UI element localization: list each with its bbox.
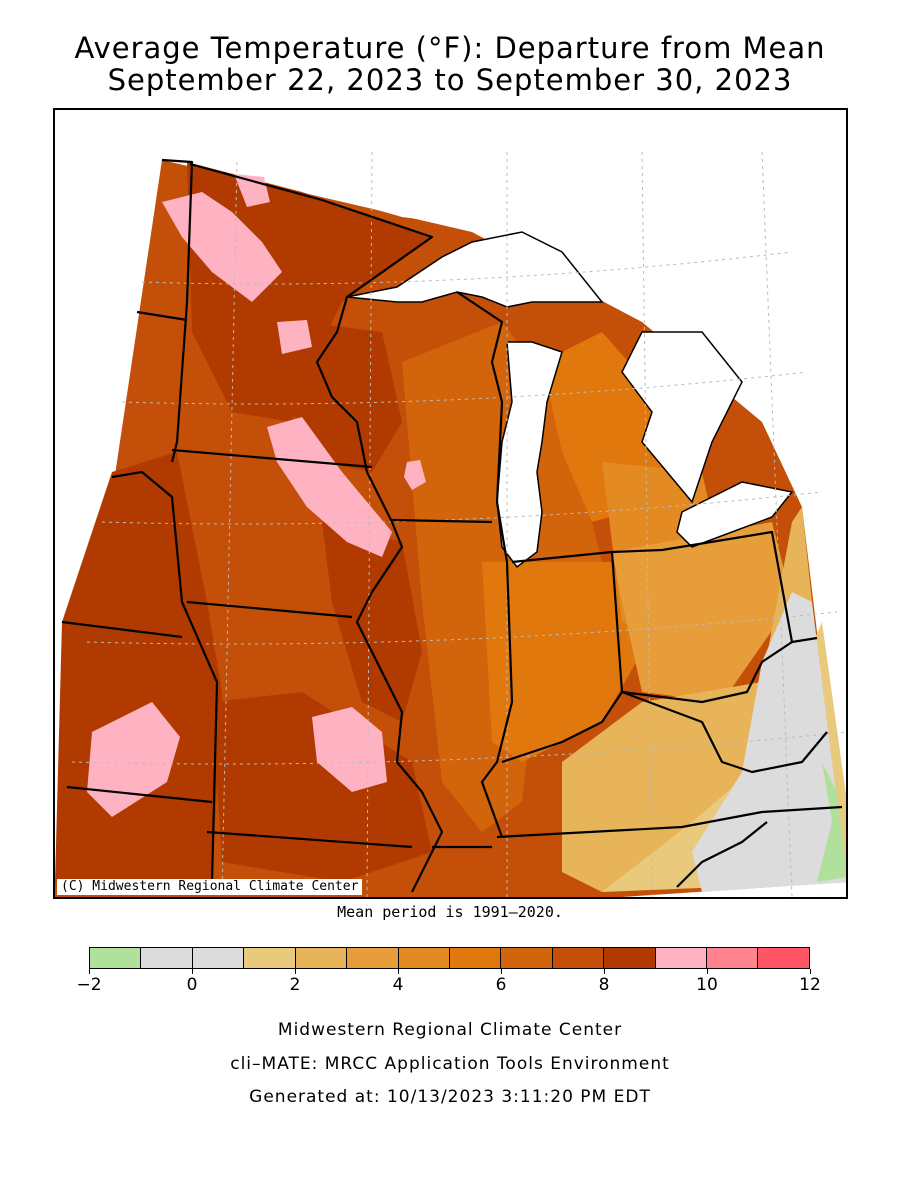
legend-swatch: [449, 948, 502, 968]
legend-swatch: [707, 948, 759, 968]
region-9-10-ia-spot: [404, 460, 426, 490]
legend-tick-mark: [295, 969, 296, 974]
legend-swatch: [552, 948, 605, 968]
legend-swatch: [655, 948, 708, 968]
footer-tool: cli–MATE: MRCC Application Tools Environ…: [230, 1054, 670, 1074]
legend-tick-label: 4: [392, 975, 404, 995]
region-3-4-oh: [612, 522, 792, 702]
region-5-6-in: [482, 562, 642, 762]
legend-swatch: [192, 948, 245, 968]
legend-tick-label: 6: [495, 975, 507, 995]
map-title-line2: September 22, 2023 to September 30, 2023: [107, 63, 793, 97]
color-legend-bar: [89, 947, 810, 969]
legend-tick-label: 0: [186, 975, 198, 995]
legend-swatch: [604, 948, 656, 968]
map-frame: (C) Midwestern Regional Climate Center: [53, 108, 848, 899]
legend-tick-mark: [192, 969, 193, 974]
legend-tick-mark: [604, 969, 605, 974]
legend-swatch: [295, 948, 348, 968]
legend-tick-mark: [89, 969, 90, 974]
region-9-10-mn-small: [277, 320, 312, 354]
footer-org: Midwestern Regional Climate Center: [277, 1020, 623, 1040]
legend-tick-label: 2: [289, 975, 301, 995]
footer-generated: Generated at: 10/13/2023 3:11:20 PM EDT: [249, 1087, 651, 1107]
legend-tick-mark: [707, 969, 708, 974]
copyright-label: (C) Midwestern Regional Climate Center: [57, 879, 363, 895]
temperature-departure-map: [55, 110, 846, 897]
legend-swatch: [244, 948, 296, 968]
legend-swatch: [347, 948, 399, 968]
region-8-9-north: [187, 162, 432, 422]
legend-tick-label: 12: [799, 975, 821, 995]
region-m2-m1: [817, 762, 846, 882]
legend-swatch: [501, 948, 553, 968]
lake-michigan: [496, 341, 563, 569]
region-9-10-mn-ridge: [267, 417, 392, 557]
legend-swatch: [758, 948, 809, 968]
region-9-10-nd: [162, 192, 282, 302]
legend-tick-mark: [810, 969, 811, 974]
region-9-10-ne: [87, 702, 180, 817]
legend-swatch: [141, 948, 193, 968]
lake-superior: [346, 231, 604, 308]
legend-swatch: [398, 948, 450, 968]
legend-tick-label: 10: [696, 975, 718, 995]
region-8-9-mo: [212, 692, 432, 882]
canada-north: [202, 110, 802, 422]
lake-erie: [676, 481, 794, 548]
map-title-line1: Average Temperature (°F): Departure from…: [74, 31, 826, 65]
mean-period-note: Mean period is 1991–2020.: [337, 903, 563, 921]
legend-swatch: [90, 948, 142, 968]
legend-tick-label: 8: [598, 975, 610, 995]
legend-tick-label: −2: [76, 975, 102, 995]
legend-tick-mark: [398, 969, 399, 974]
lake-huron: [621, 331, 743, 504]
legend-tick-mark: [501, 969, 502, 974]
region-8-9-ia: [322, 522, 422, 722]
color-legend-ticks: −2 0 2 4 6 8 10 12: [76, 969, 821, 999]
